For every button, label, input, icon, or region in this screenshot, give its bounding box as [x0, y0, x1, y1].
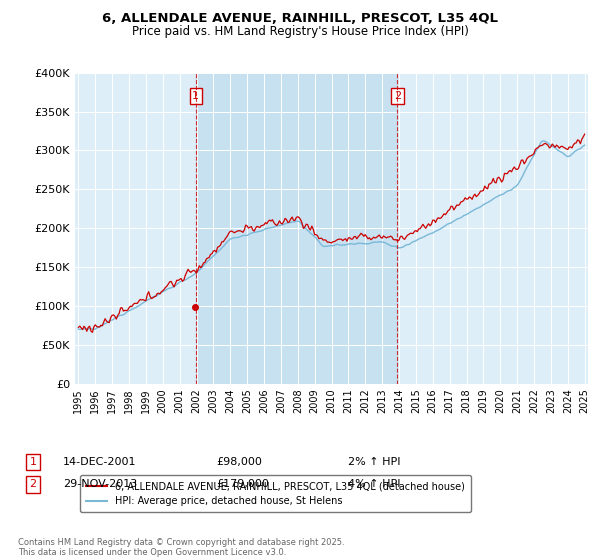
Text: £179,000: £179,000: [216, 479, 269, 489]
Text: 14-DEC-2001: 14-DEC-2001: [63, 457, 137, 467]
Text: 6, ALLENDALE AVENUE, RAINHILL, PRESCOT, L35 4QL: 6, ALLENDALE AVENUE, RAINHILL, PRESCOT, …: [102, 12, 498, 25]
Bar: [196, 73, 397, 384]
Text: 1: 1: [193, 91, 199, 101]
Text: 29-NOV-2013: 29-NOV-2013: [63, 479, 137, 489]
Text: £98,000: £98,000: [216, 457, 262, 467]
Text: 2: 2: [29, 479, 37, 489]
Text: 1: 1: [29, 457, 37, 467]
Legend: 6, ALLENDALE AVENUE, RAINHILL, PRESCOT, L35 4QL (detached house), HPI: Average p: 6, ALLENDALE AVENUE, RAINHILL, PRESCOT, …: [80, 475, 470, 512]
Text: Contains HM Land Registry data © Crown copyright and database right 2025.
This d: Contains HM Land Registry data © Crown c…: [18, 538, 344, 557]
Text: 2% ↑ HPI: 2% ↑ HPI: [348, 457, 401, 467]
Text: 2: 2: [394, 91, 401, 101]
Text: 4% ↑ HPI: 4% ↑ HPI: [348, 479, 401, 489]
Text: Price paid vs. HM Land Registry's House Price Index (HPI): Price paid vs. HM Land Registry's House …: [131, 25, 469, 38]
